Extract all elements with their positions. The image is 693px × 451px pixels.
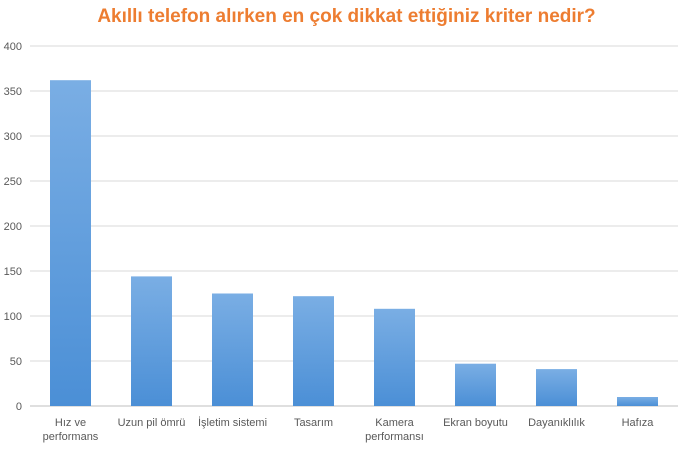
bar bbox=[617, 397, 658, 406]
x-category-label: Kamera performansı bbox=[365, 417, 424, 443]
x-axis-labels: Hız ve performans Uzun pil ömrü İşletim sis… bbox=[43, 416, 655, 443]
bar bbox=[293, 296, 334, 406]
bar bbox=[50, 80, 91, 406]
bar bbox=[374, 308, 415, 406]
bar bbox=[212, 293, 253, 406]
chart-title: Akıllı telefon alırken en çok dikkat ett… bbox=[97, 6, 596, 27]
x-category-label: İşletim sistemi bbox=[198, 416, 267, 429]
x-category-label: Ekran boyutu bbox=[443, 417, 508, 429]
y-tick-label: 0 bbox=[16, 401, 22, 413]
gridlines bbox=[30, 45, 678, 407]
bar bbox=[536, 369, 577, 406]
y-tick-label: 50 bbox=[10, 356, 22, 368]
x-category-label: Hafıza bbox=[622, 417, 655, 429]
bar bbox=[455, 363, 496, 406]
y-tick-label: 350 bbox=[4, 86, 22, 98]
y-tick-label: 250 bbox=[4, 176, 22, 188]
y-tick-label: 400 bbox=[4, 41, 22, 53]
y-tick-label: 200 bbox=[4, 221, 22, 233]
x-category-label: Dayanıklılık bbox=[528, 417, 585, 429]
bars bbox=[50, 80, 658, 406]
y-tick-label: 150 bbox=[4, 266, 22, 278]
y-axis-ticks: 0 50 100 150 200 250 300 350 400 bbox=[4, 41, 22, 413]
x-category-label: Uzun pil ömrü bbox=[118, 417, 186, 429]
x-category-label: Hız ve performans bbox=[43, 417, 99, 443]
bar bbox=[131, 276, 172, 406]
y-tick-label: 100 bbox=[4, 311, 22, 323]
x-category-label: Tasarım bbox=[294, 417, 333, 429]
y-tick-label: 300 bbox=[4, 131, 22, 143]
